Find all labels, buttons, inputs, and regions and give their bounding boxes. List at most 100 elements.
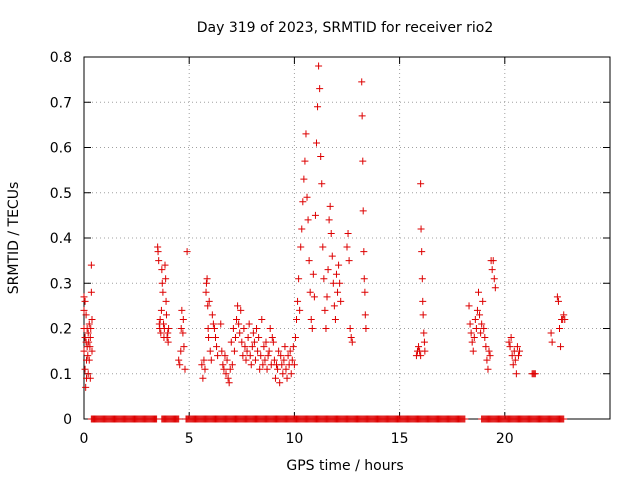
data-point <box>254 347 262 355</box>
data-point <box>481 334 489 342</box>
data-point <box>229 325 237 332</box>
data-point <box>327 229 335 237</box>
data-point <box>358 78 366 86</box>
data-point <box>87 288 95 296</box>
data-point <box>484 365 492 373</box>
data-point <box>165 325 173 332</box>
data-point <box>86 334 94 342</box>
data-point <box>228 361 236 369</box>
data-point <box>290 361 298 369</box>
y-tick-label: 0.6 <box>50 141 72 157</box>
data-point <box>312 139 320 147</box>
data-point <box>300 175 308 183</box>
data-point <box>491 284 499 292</box>
data-point <box>201 365 209 373</box>
data-point <box>483 356 491 364</box>
data-point <box>219 361 227 369</box>
data-point <box>488 266 496 274</box>
data-point <box>249 329 257 337</box>
data-point <box>80 306 88 314</box>
data-point <box>348 338 356 346</box>
data-point <box>294 297 302 305</box>
y-tick-label: 0.5 <box>50 186 72 202</box>
data-point <box>471 315 479 323</box>
data-point <box>162 311 170 319</box>
data-point <box>245 320 253 328</box>
data-point <box>223 356 231 364</box>
data-point <box>557 343 565 351</box>
axis-ticks: 0 5 10 15 20 0 0.1 0.2 0.3 0.4 0.5 0.6 0.7 0.8 <box>50 50 610 447</box>
data-point <box>234 302 242 310</box>
data-point <box>251 356 259 364</box>
data-point <box>155 257 163 265</box>
data-point <box>548 338 556 346</box>
data-point <box>314 103 322 111</box>
data-point <box>335 261 343 269</box>
data-point <box>202 288 210 296</box>
data-point <box>179 315 187 323</box>
data-point <box>278 361 286 369</box>
data-point <box>308 325 316 332</box>
data-point <box>81 365 89 373</box>
data-point <box>84 370 92 378</box>
data-point <box>178 306 186 314</box>
data-point <box>302 130 310 138</box>
data-point <box>154 248 162 256</box>
data-point <box>298 225 306 233</box>
data-point <box>478 320 486 328</box>
data-point <box>326 202 334 210</box>
data-point <box>420 338 428 346</box>
data-point <box>281 343 289 351</box>
data-point <box>346 325 354 332</box>
data-point <box>264 352 272 360</box>
data-point <box>490 275 498 283</box>
y-axis-label: SRMTID / TECUs <box>6 182 22 295</box>
data-point <box>318 180 326 188</box>
data-point <box>419 311 427 319</box>
data-point <box>250 338 258 346</box>
data-point <box>88 315 96 323</box>
data-point <box>242 356 250 364</box>
data-point <box>297 243 305 251</box>
data-point <box>222 370 230 378</box>
data-point <box>202 279 210 287</box>
data-point <box>480 325 488 332</box>
data-point <box>206 347 214 355</box>
data-point <box>205 297 213 305</box>
data-point <box>288 356 296 364</box>
data-point <box>421 347 429 355</box>
data-point <box>200 356 208 364</box>
data-point <box>309 270 317 278</box>
data-point <box>271 374 279 382</box>
data-point <box>179 329 187 337</box>
data-point <box>217 320 225 328</box>
data-point <box>164 329 172 337</box>
data-point <box>85 320 93 328</box>
data-point <box>316 85 324 93</box>
grid <box>84 57 610 419</box>
data-point <box>361 311 369 319</box>
data-point <box>420 329 428 337</box>
plot-frame <box>83 56 611 420</box>
data-point <box>231 334 239 342</box>
data-point <box>282 365 290 373</box>
data-point <box>485 347 493 355</box>
x-tick-label: 5 <box>185 431 194 447</box>
data-point <box>472 325 480 332</box>
data-point <box>514 352 522 360</box>
data-point <box>209 320 217 328</box>
data-point <box>256 365 264 373</box>
data-point <box>516 347 524 355</box>
data-point <box>554 297 562 305</box>
data-point <box>180 343 188 351</box>
data-point <box>284 352 292 360</box>
data-point <box>301 157 309 165</box>
data-point <box>213 343 221 351</box>
data-point <box>199 374 207 382</box>
data-point <box>275 347 283 355</box>
data-point <box>220 365 228 373</box>
data-point <box>85 356 93 364</box>
data-point <box>324 266 332 274</box>
data-point <box>253 325 261 332</box>
data-point <box>304 216 312 224</box>
